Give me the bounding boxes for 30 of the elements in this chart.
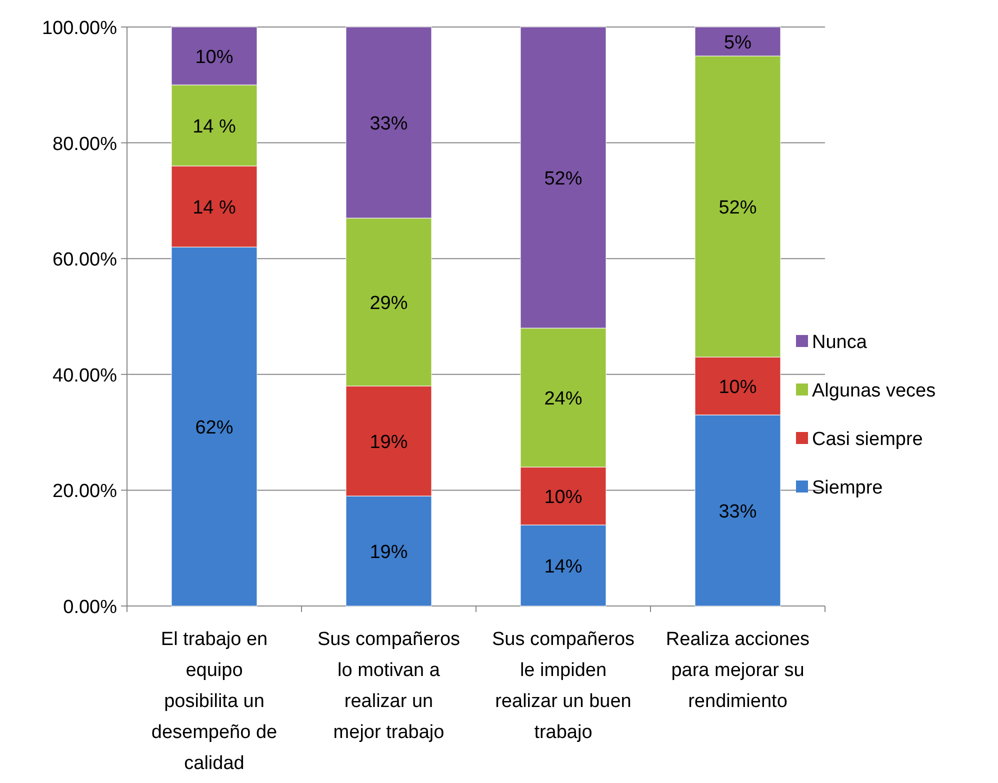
data-label: 14% — [544, 556, 582, 578]
x-tick-label: Sus compañeros lo motivan a realizar un mejor trabajo — [317, 629, 460, 743]
x-tick-label: Sus compañeros le impiden realizar un buen trabajo — [492, 629, 635, 743]
x-tick-label: El trabajo en equipo posibilita un desempeño de calidad — [151, 629, 278, 774]
y-tick-label: 20.00% — [52, 481, 118, 502]
data-label: 10% — [544, 486, 582, 508]
data-label: 62% — [195, 418, 234, 439]
y-tick-label: 100.00% — [42, 18, 118, 39]
data-label: 14 % — [192, 197, 236, 218]
legend-label: Algunas veces — [812, 380, 936, 402]
data-label: 24% — [544, 388, 582, 410]
data-label: 14 % — [192, 116, 236, 138]
x-tick-label: Realiza acciones para mejorar su rendimiento — [666, 629, 810, 712]
data-label: 33% — [370, 114, 408, 135]
data-label: 52% — [544, 168, 582, 190]
y-tick-label: 60.00% — [52, 250, 118, 271]
data-label: 33% — [718, 501, 757, 522]
data-label: 52% — [718, 197, 757, 218]
legend-label: Siempre — [812, 478, 883, 498]
y-tick-label: 80.00% — [52, 134, 118, 155]
data-label: 19% — [370, 542, 408, 563]
data-label: 10% — [195, 46, 234, 68]
data-label: 10% — [718, 376, 757, 398]
y-tick-label: 40.00% — [52, 365, 118, 386]
legend-label: Casi siempre — [812, 429, 923, 450]
data-label: 29% — [370, 293, 408, 314]
data-label: 19% — [370, 432, 408, 453]
data-label: 5% — [724, 32, 752, 54]
legend-label: Nunca — [812, 332, 868, 353]
y-tick-label: 0.00% — [63, 597, 118, 618]
